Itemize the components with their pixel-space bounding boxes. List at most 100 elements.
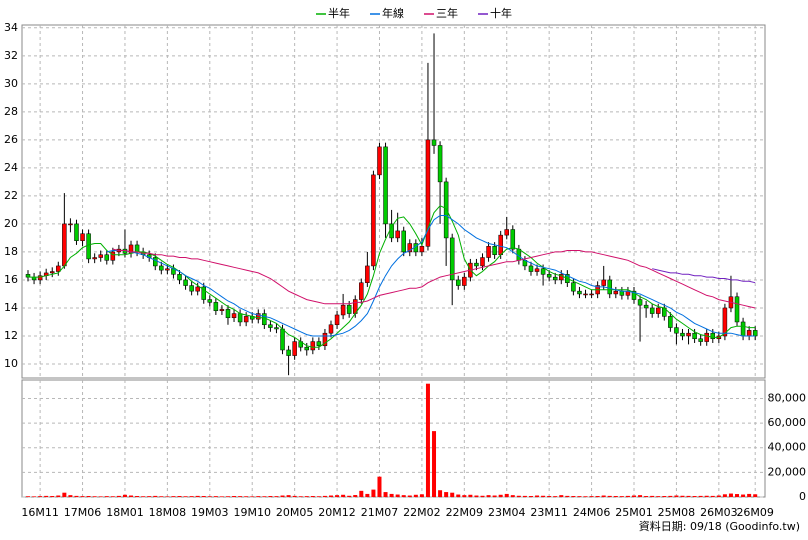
candle-body bbox=[346, 304, 352, 314]
volume-bar bbox=[753, 494, 758, 497]
volume-bar bbox=[92, 496, 97, 497]
volume-bar bbox=[613, 496, 618, 497]
candle-body bbox=[177, 274, 182, 281]
y-tick-label: 22 bbox=[4, 189, 18, 202]
volume-bar bbox=[692, 496, 697, 497]
candle-body bbox=[280, 328, 285, 351]
y-tick-label: 14 bbox=[4, 301, 18, 314]
candle-body bbox=[195, 286, 200, 292]
candle-body bbox=[425, 139, 431, 247]
volume-bar bbox=[383, 492, 388, 497]
x-tick-label: 23M04 bbox=[488, 506, 526, 519]
y-tick-label: 26 bbox=[4, 133, 18, 146]
volume-bar bbox=[601, 495, 606, 497]
volume-bar bbox=[335, 495, 340, 497]
volume-bar bbox=[498, 494, 503, 497]
candle-body bbox=[213, 302, 219, 312]
volume-bar bbox=[735, 494, 740, 497]
y2-tick-label: 60,000 bbox=[768, 416, 807, 429]
candle-body bbox=[68, 223, 73, 226]
volume-bar bbox=[438, 490, 443, 497]
x-tick-label: 20M12 bbox=[318, 506, 356, 519]
volume-bar bbox=[371, 489, 376, 497]
volume-bar bbox=[625, 495, 630, 497]
candle-body bbox=[486, 246, 491, 258]
volume-bar bbox=[522, 495, 527, 497]
candle-body bbox=[243, 316, 249, 323]
candle-body bbox=[334, 314, 340, 326]
volume-bar bbox=[219, 496, 224, 497]
volume-bar bbox=[147, 496, 152, 497]
candle-body bbox=[183, 279, 188, 286]
volume-bar bbox=[571, 496, 576, 497]
y-tick-label: 32 bbox=[4, 49, 18, 62]
volume-bar bbox=[195, 495, 200, 497]
x-tick-label: 26M09 bbox=[736, 506, 774, 519]
candle-body bbox=[462, 276, 467, 286]
x-tick-label: 16M11 bbox=[21, 506, 59, 519]
candle-body bbox=[601, 279, 606, 286]
volume-bar bbox=[510, 495, 515, 497]
volume-bar bbox=[516, 495, 521, 497]
volume-bar bbox=[553, 496, 558, 497]
volume-bar bbox=[419, 494, 424, 497]
volume-bar bbox=[26, 496, 30, 497]
candle-body bbox=[577, 290, 582, 295]
candle-body bbox=[310, 341, 316, 351]
volume-bar bbox=[722, 494, 727, 497]
ma-line bbox=[652, 268, 756, 284]
candle-body bbox=[201, 286, 206, 300]
volume-bar bbox=[292, 495, 297, 497]
y-tick-label: 24 bbox=[4, 161, 18, 174]
volume-bar bbox=[213, 496, 218, 497]
candle-body bbox=[668, 316, 673, 328]
x-tick-label: 25M01 bbox=[615, 506, 653, 519]
volume-bar bbox=[395, 494, 400, 497]
x-tick-label: 18M01 bbox=[106, 506, 144, 519]
volume-bar bbox=[619, 496, 624, 497]
volume-bar bbox=[74, 495, 79, 497]
candle-body bbox=[740, 321, 746, 337]
volume-bar bbox=[250, 496, 255, 497]
candle-body bbox=[686, 332, 691, 337]
candle-body bbox=[722, 307, 728, 337]
y-tick-label: 16 bbox=[4, 273, 18, 286]
candle-body bbox=[474, 262, 479, 267]
volume-bar bbox=[244, 496, 249, 497]
candle-body bbox=[710, 332, 716, 340]
candle-body bbox=[419, 246, 425, 253]
volume-bar bbox=[329, 495, 333, 497]
candle-body bbox=[383, 146, 388, 225]
volume-bar bbox=[559, 495, 564, 497]
volume-bar bbox=[450, 492, 455, 497]
volume-bar bbox=[541, 495, 546, 497]
y2-tick-label: 40,000 bbox=[768, 441, 807, 454]
y-tick-label: 30 bbox=[4, 77, 18, 90]
volume-bar bbox=[171, 496, 176, 497]
volume-bar bbox=[141, 496, 146, 497]
volume-bar bbox=[728, 493, 733, 497]
volume-bar bbox=[747, 493, 752, 497]
candle-body bbox=[153, 257, 158, 267]
y2-tick-label: 20,000 bbox=[768, 465, 807, 478]
volume-bar bbox=[456, 494, 461, 497]
candle-body bbox=[328, 324, 334, 334]
x-tick-label: 22M02 bbox=[403, 506, 441, 519]
candle-body bbox=[734, 296, 740, 323]
volume-bar bbox=[298, 496, 303, 497]
candle-body bbox=[219, 309, 225, 312]
candle-body bbox=[698, 338, 703, 342]
x-tick-label: 23M11 bbox=[530, 506, 568, 519]
volume-bar bbox=[686, 495, 691, 497]
candle-body bbox=[207, 299, 213, 303]
candle-body bbox=[534, 268, 540, 272]
volume-bar bbox=[656, 496, 661, 497]
volume-bar bbox=[528, 496, 533, 497]
candle-body bbox=[286, 349, 291, 356]
volume-bar bbox=[310, 496, 315, 497]
x-tick-label: 19M10 bbox=[233, 506, 271, 519]
volume-bar bbox=[595, 496, 600, 497]
y-tick-label: 18 bbox=[4, 245, 18, 258]
volume-bar bbox=[638, 495, 643, 497]
candle-body bbox=[274, 327, 279, 330]
